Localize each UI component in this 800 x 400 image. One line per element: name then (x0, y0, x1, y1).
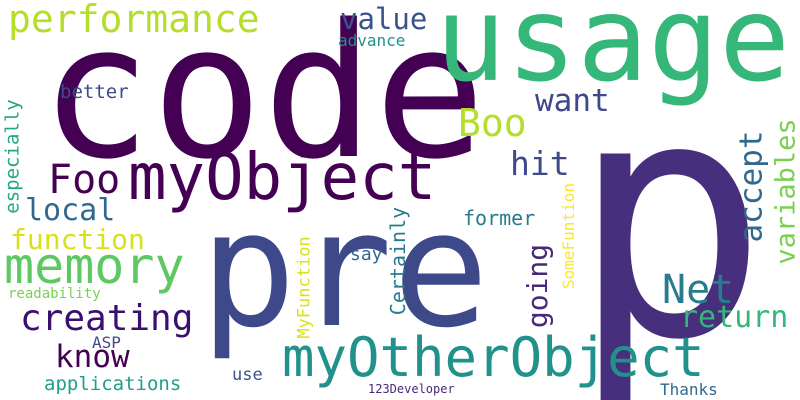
word-MyFunction: MyFunction (294, 236, 315, 339)
word-advance: advance (338, 31, 406, 50)
word-pre: pre (200, 176, 489, 363)
word-readability: readability (8, 286, 101, 302)
word-especially: especially (1, 99, 24, 214)
word-say: say (350, 244, 383, 265)
word-local: local (25, 193, 116, 228)
word-variables: variables (770, 118, 800, 265)
word-return: return (680, 300, 789, 335)
word-Thanks: Thanks (660, 380, 718, 399)
word-function: function (10, 223, 145, 256)
word-use: use (232, 365, 263, 385)
word-value: value (340, 2, 428, 36)
word-hit: hit (510, 144, 570, 183)
word-creating: creating (20, 298, 194, 339)
word-Net: Net (662, 267, 735, 313)
word-code: code (40, 0, 486, 200)
word-want: want (535, 83, 610, 119)
word-memory: memory (4, 237, 185, 295)
word-applications: applications (44, 373, 182, 395)
word-performance: performance (8, 0, 260, 41)
word-usage: usage (435, 0, 791, 108)
word-SomeFuntion: SomeFuntion (558, 183, 578, 289)
word-myOtherObject: myOtherObject (282, 326, 705, 389)
word-better: better (60, 81, 129, 103)
word-Boo: Boo (458, 101, 527, 145)
word-ASP: ASP (92, 333, 121, 352)
word-myObject: myObject (128, 141, 437, 215)
word-123Developer: 123Developer (368, 382, 455, 396)
word-Certainly: Certainly (386, 206, 411, 316)
word-former: former (463, 206, 536, 230)
word-Foo: Foo (48, 157, 121, 203)
word-know: know (55, 339, 130, 375)
word-p: p (570, 28, 769, 400)
word-going: going (521, 243, 555, 329)
word-accept: accept (733, 130, 770, 243)
